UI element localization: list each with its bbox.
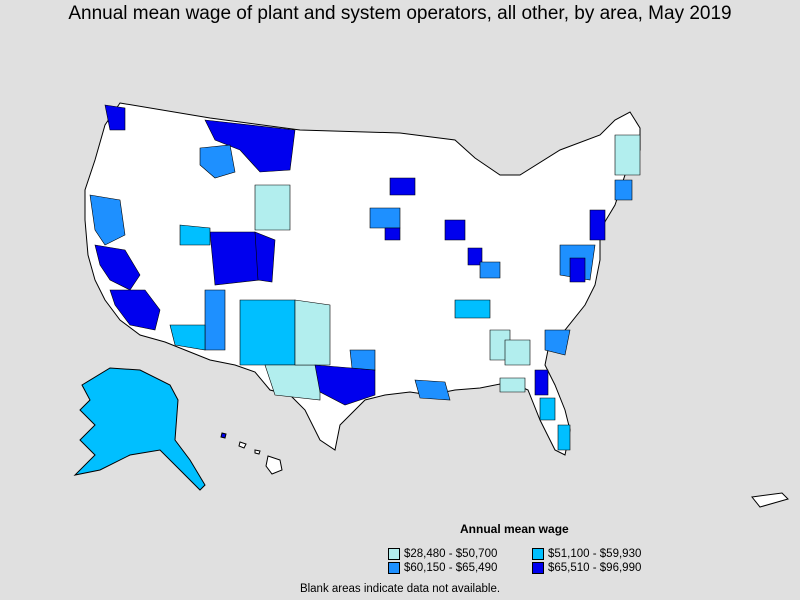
puerto-rico — [751, 492, 789, 508]
data-availability-note: Blank areas indicate data not available. — [299, 583, 501, 595]
region-florida-panhandle — [499, 377, 526, 393]
legend-swatch-2 — [532, 548, 544, 560]
hawaii-islands — [220, 432, 283, 475]
region-iowa — [384, 227, 401, 241]
region-washington — [104, 104, 126, 131]
legend-item-2: $51,100 - $59,930 — [532, 548, 641, 560]
region-new-mexico-east — [239, 299, 296, 366]
legend-label-4: $65,510 - $96,990 — [548, 562, 642, 574]
legend-label-2: $51,100 - $59,930 — [548, 548, 642, 560]
region-northern-california — [89, 194, 126, 246]
region-west-texas — [264, 364, 321, 401]
legend-item-3: $60,150 - $65,490 — [388, 562, 497, 574]
region-florida-south — [557, 424, 571, 451]
contiguous-us-landmass — [84, 102, 641, 456]
region-florida-north — [534, 369, 549, 396]
region-texas-panhandle — [294, 299, 331, 366]
wage-regions — [89, 104, 641, 451]
region-south-carolina — [544, 329, 571, 356]
region-kentucky — [479, 261, 501, 279]
region-new-jersey — [589, 209, 606, 241]
region-wisconsin — [389, 177, 416, 196]
region-arkansas — [349, 349, 376, 371]
legend-swatch-1 — [388, 548, 400, 560]
region-colorado-east — [254, 231, 276, 283]
region-new-england — [614, 134, 641, 176]
legend-swatch-3 — [388, 562, 400, 574]
legend-title: Annual mean wage — [460, 522, 569, 536]
map-title: Annual mean wage of plant and system ope… — [68, 3, 732, 24]
legend-label-3: $60,150 - $65,490 — [404, 562, 498, 574]
region-montana — [204, 119, 296, 173]
region-illinois — [444, 219, 466, 241]
region-tennessee — [454, 299, 491, 319]
alaska-landmass — [73, 367, 206, 491]
region-massachusetts — [614, 179, 633, 201]
region-southern-california — [109, 289, 161, 331]
region-minnesota — [369, 207, 401, 229]
region-idaho — [199, 144, 236, 179]
region-arizona — [169, 324, 206, 351]
legend-swatch-4 — [532, 562, 544, 574]
region-georgia — [504, 339, 531, 366]
legend-item-4: $65,510 - $96,990 — [532, 562, 641, 574]
region-florida-central — [539, 397, 556, 421]
region-utah — [179, 224, 211, 246]
region-maryland — [569, 257, 586, 283]
region-wyoming — [254, 184, 291, 231]
region-louisiana — [414, 379, 451, 401]
legend-item-1: $28,480 - $50,700 — [388, 548, 497, 560]
region-colorado-west — [209, 231, 261, 286]
legend-label-1: $28,480 - $50,700 — [404, 548, 498, 560]
region-new-mexico-west — [204, 289, 226, 351]
